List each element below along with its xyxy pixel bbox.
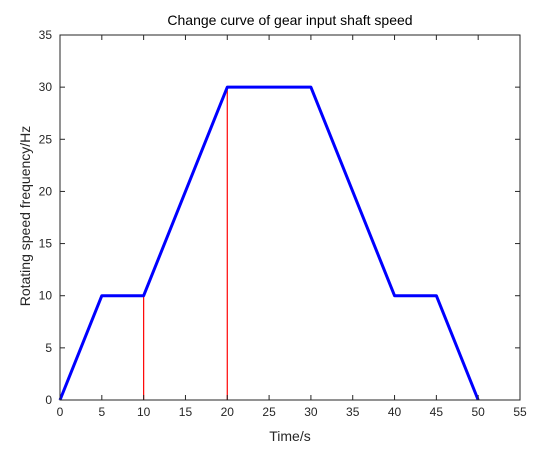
y-tick-label: 25 (39, 132, 53, 146)
y-tick-label: 10 (39, 289, 53, 303)
y-tick-label: 0 (45, 393, 52, 407)
ticks: 0 5 10 15 20 25 30 35 40 45 50 55 0 5 10 15 20 25 30 35 (39, 28, 527, 419)
x-tick-label: 35 (346, 405, 360, 419)
series-line (58, 85, 480, 401)
x-tick-label: 25 (262, 405, 276, 419)
y-tick-label: 30 (39, 80, 53, 94)
x-tick-label: 10 (137, 405, 151, 419)
x-axis-label: Time/s (269, 428, 310, 444)
series-layer (58, 85, 480, 401)
x-tick-label: 30 (304, 405, 318, 419)
x-tick-label: 0 (57, 405, 64, 419)
x-tick-label: 40 (388, 405, 402, 419)
y-tick-label: 35 (39, 28, 53, 42)
y-axis-label: Rotating speed frequency/Hz (17, 126, 33, 307)
y-tick-label: 20 (39, 184, 53, 198)
x-tick-label: 50 (472, 405, 486, 419)
annotations (143, 87, 228, 400)
plot-frame (59, 34, 521, 401)
x-tick-label: 15 (179, 405, 193, 419)
y-tick-label: 5 (45, 341, 52, 355)
x-tick-label: 55 (513, 405, 527, 419)
x-tick-label: 45 (430, 405, 444, 419)
x-tick-label: 20 (221, 405, 235, 419)
y-tick-label: 15 (39, 237, 53, 251)
x-tick-label: 5 (98, 405, 105, 419)
chart-title: Change curve of gear input shaft speed (167, 12, 412, 28)
